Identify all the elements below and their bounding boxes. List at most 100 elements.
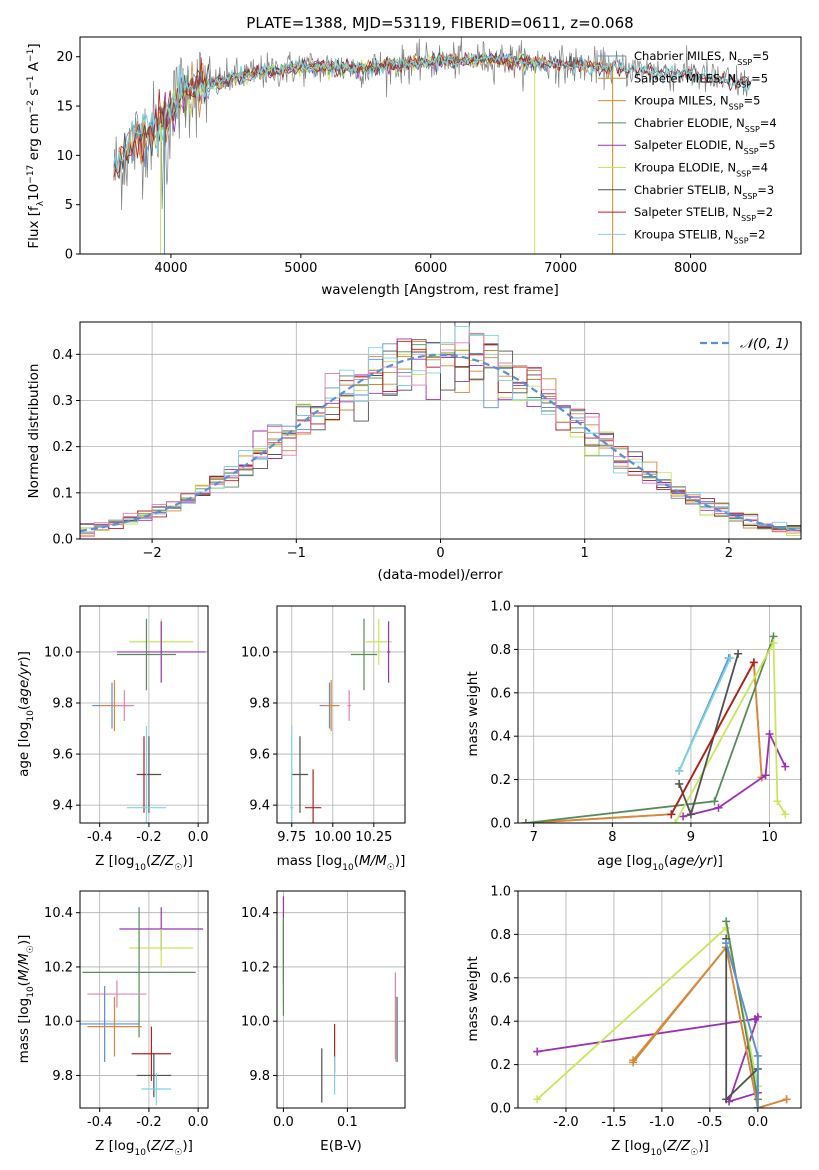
x-tick-label: -0.5	[697, 1115, 722, 1130]
y-tick-label: 0.1	[52, 486, 73, 501]
x-tick-label: 9.75	[277, 830, 306, 845]
y-axis-label: mass weight	[465, 671, 481, 756]
x-axis-label: Z [log10(Z/Z☉)]	[611, 1138, 709, 1158]
y-tick-label: 10.0	[241, 645, 270, 660]
y-tick-label: 9.8	[52, 697, 73, 712]
legend-sub: SSP	[737, 58, 752, 67]
x-tick-label: 0.0	[188, 1115, 209, 1130]
label-part: (	[664, 853, 669, 869]
label-part: ☉	[26, 945, 36, 953]
label-part: 10	[26, 184, 42, 201]
x-tick-label: 1	[581, 546, 589, 561]
mass-vs-reddening-plot: 0.0 0.1 9.8 10.0 10.2 10.4 E(B-V)	[241, 890, 406, 1154]
label-part: ☉	[690, 1148, 698, 1158]
x-tick-label: -1.0	[649, 1115, 674, 1130]
y-tick-label: 0.2	[52, 440, 73, 455]
label-part: mass [log	[16, 998, 32, 1064]
x-axis-label: mass [log10(M/M☉)]	[277, 853, 406, 873]
label-part: M/M	[16, 953, 32, 981]
x-tick-label: -1.5	[601, 1115, 626, 1130]
axes-frame	[517, 890, 802, 1109]
legend-name: Kroupa ELODIE, N	[634, 161, 736, 175]
x-tick-label: 0.0	[747, 1115, 768, 1130]
x-tick-label: −2	[143, 546, 162, 561]
y-tick-label: 0.0	[490, 817, 511, 832]
figure-title: PLATE=1388, MJD=53119, FIBERID=0611, z=0…	[246, 14, 633, 32]
label-part: 10	[26, 710, 36, 722]
plot-area	[113, 37, 752, 254]
spectrum-plot: 4000 5000 6000 7000 8000 0 5 10 15 20 Chabrier MIL…	[26, 36, 802, 298]
legend-label: Chabrier STELIB, NSSP=3	[634, 183, 774, 201]
plot-area	[533, 917, 791, 1108]
legend-sub: SSP	[736, 169, 751, 178]
legend-label: Kroupa ELODIE, NSSP=4	[634, 161, 768, 179]
x-axis-label: Z [log10(Z/Z☉)]	[95, 853, 193, 873]
legend-count: =5	[759, 138, 776, 152]
axes-frame	[276, 605, 406, 824]
legend-name: Salpeter ELODIE, N	[634, 138, 744, 152]
label-part: Z [log	[95, 1138, 134, 1154]
legend-count: =5	[751, 71, 768, 85]
legend-name: Salpeter STELIB, N	[634, 205, 741, 219]
legend-name: Chabrier MILES, N	[634, 49, 737, 63]
histogram-step	[80, 332, 801, 538]
age-vs-metallicity-plot: -0.4 -0.2 0.09.49.69.810.0Z [log10(Z/Z☉)]a…	[16, 605, 209, 873]
label-part: ☉	[174, 1148, 182, 1158]
x-tick-label: 2	[725, 546, 733, 561]
legend-count: =4	[751, 161, 768, 175]
x-tick-label: 6000	[414, 261, 447, 276]
weight-line	[536, 926, 759, 1100]
axes-frame	[517, 605, 802, 824]
label-part: 10	[134, 1148, 146, 1158]
y-tick-label: 10.2	[241, 960, 270, 975]
x-axis-label: E(B-V)	[320, 1138, 362, 1154]
label-part: Z/Z	[666, 1138, 691, 1154]
y-tick-label: 0.0	[52, 533, 73, 548]
weight-line	[632, 945, 787, 1108]
label-part: 10	[652, 863, 664, 873]
weight-line	[525, 659, 763, 823]
x-tick-label: −1	[287, 546, 306, 561]
plot-area	[521, 632, 790, 823]
y-tick-label: 9.8	[249, 697, 270, 712]
label-part: )]	[182, 1138, 193, 1154]
plot-area	[80, 907, 204, 1106]
x-tick-label: -2.0	[553, 1115, 578, 1130]
label-part: (	[16, 705, 32, 710]
legend-count: =5	[744, 94, 761, 108]
y-tick-label: 0.2	[490, 773, 511, 788]
legend-label: Chabrier MILES, NSSP=5	[634, 49, 769, 67]
x-tick-label: 8	[608, 830, 616, 845]
y-tick-label: 0.8	[490, 643, 511, 658]
x-tick-label: 10	[761, 830, 778, 845]
legend-name: Chabrier ELODIE, N	[634, 116, 745, 130]
weight-line	[674, 639, 787, 823]
x-tick-label: 7000	[544, 261, 577, 276]
y-axis-label: mass weight	[465, 956, 481, 1041]
x-tick-label: 10.25	[355, 830, 392, 845]
y-tick-label: 0.8	[490, 928, 511, 943]
label-part: 10	[26, 986, 36, 998]
label-part: )]	[712, 853, 723, 869]
axes-frame	[79, 890, 209, 1109]
legend-count: =2	[749, 227, 766, 241]
legend-name: Salpeter MILES, N	[634, 71, 736, 85]
y-tick-label: 1.0	[490, 600, 511, 615]
weight-line	[537, 1014, 760, 1103]
x-tick-label: -0.2	[136, 830, 161, 845]
y-tick-label: 0.3	[52, 394, 73, 409]
label-part: ☉	[174, 863, 182, 873]
legend-sub: SSP	[734, 236, 749, 245]
age-vs-mass-plot: 9.75 10.00 10.25 9.4 9.6 9.8 10.0 mass [log10(M…	[241, 605, 406, 873]
y-tick-label: 9.6	[249, 748, 270, 763]
y-tick-label: 0.4	[52, 348, 73, 363]
label-part: 10	[134, 863, 146, 873]
label-part: erg cm	[26, 113, 42, 164]
legend-label: Salpeter STELIB, NSSP=2	[634, 205, 773, 223]
legend-sub: SSP	[744, 147, 759, 156]
model-spectrum	[113, 51, 751, 173]
model-spectrum	[113, 52, 751, 179]
label-part: (	[662, 1138, 667, 1154]
legend-label: Salpeter MILES, NSSP=5	[634, 71, 768, 89]
